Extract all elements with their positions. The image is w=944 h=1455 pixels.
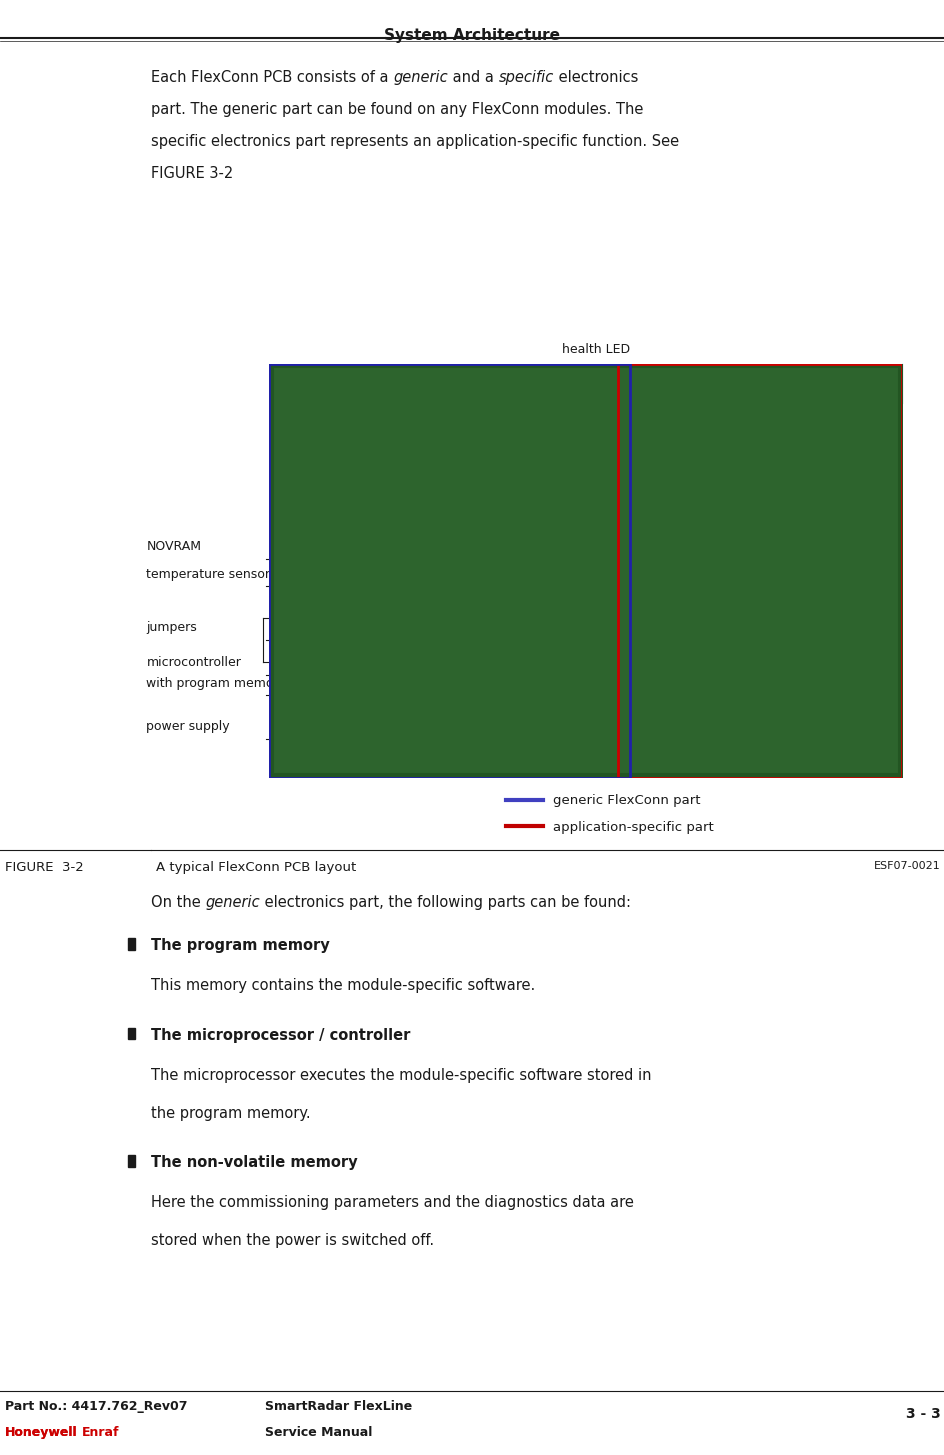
Bar xyxy=(127,1155,135,1167)
Text: and a: and a xyxy=(447,70,497,84)
Text: electronics part, the following parts can be found:: electronics part, the following parts ca… xyxy=(260,895,631,909)
Text: generic FlexConn part: generic FlexConn part xyxy=(552,794,700,808)
Text: ESF07-0021: ESF07-0021 xyxy=(872,861,939,872)
Text: part. The generic part can be found on any FlexConn modules. The: part. The generic part can be found on a… xyxy=(151,102,643,116)
Text: specific: specific xyxy=(497,70,553,84)
Text: The microprocessor executes the module-specific software stored in: The microprocessor executes the module-s… xyxy=(151,1068,651,1083)
Text: health LED: health LED xyxy=(562,343,630,356)
Text: Service Manual: Service Manual xyxy=(264,1426,372,1439)
Text: The program memory: The program memory xyxy=(151,938,329,953)
Bar xyxy=(127,1027,135,1039)
Text: Honeywell: Honeywell xyxy=(5,1426,77,1439)
Text: stored when the power is switched off.: stored when the power is switched off. xyxy=(151,1234,434,1248)
Text: FIGURE 3-2: FIGURE 3-2 xyxy=(151,166,233,180)
Text: power supply: power supply xyxy=(146,720,229,733)
Text: NOVRAM: NOVRAM xyxy=(146,540,201,553)
Text: A typical FlexConn PCB layout: A typical FlexConn PCB layout xyxy=(156,861,356,874)
Text: This memory contains the module-specific software.: This memory contains the module-specific… xyxy=(151,979,535,994)
Text: temperature sensor: temperature sensor xyxy=(146,567,270,581)
Text: Here the commissioning parameters and the diagnostics data are: Here the commissioning parameters and th… xyxy=(151,1195,633,1211)
Text: the program memory.: the program memory. xyxy=(151,1106,311,1120)
Text: specific electronics part represents an application-specific function. See: specific electronics part represents an … xyxy=(151,134,679,148)
Text: Each FlexConn PCB consists of a: Each FlexConn PCB consists of a xyxy=(151,70,393,84)
Text: with program memory: with program memory xyxy=(146,677,286,690)
Text: 3 - 3: 3 - 3 xyxy=(904,1407,939,1422)
Text: Enraf: Enraf xyxy=(82,1426,120,1439)
Text: Honeywell: Honeywell xyxy=(5,1426,77,1439)
Text: Part No.: 4417.762_Rev07: Part No.: 4417.762_Rev07 xyxy=(5,1400,187,1413)
Text: On the: On the xyxy=(151,895,206,909)
Text: generic: generic xyxy=(393,70,447,84)
Text: System Architecture: System Architecture xyxy=(384,28,560,42)
Bar xyxy=(127,938,135,950)
Text: electronics: electronics xyxy=(553,70,637,84)
Text: jumpers: jumpers xyxy=(146,621,197,634)
Text: FIGURE  3-2: FIGURE 3-2 xyxy=(5,861,83,874)
Text: application-specific part: application-specific part xyxy=(552,821,713,834)
Text: generic: generic xyxy=(206,895,260,909)
Text: The microprocessor / controller: The microprocessor / controller xyxy=(151,1027,410,1043)
Text: The non-volatile memory: The non-volatile memory xyxy=(151,1155,358,1170)
Text: SmartRadar FlexLine: SmartRadar FlexLine xyxy=(264,1400,412,1413)
Text: function LEDs: function LEDs xyxy=(533,387,619,400)
Text: microcontroller: microcontroller xyxy=(146,656,241,669)
